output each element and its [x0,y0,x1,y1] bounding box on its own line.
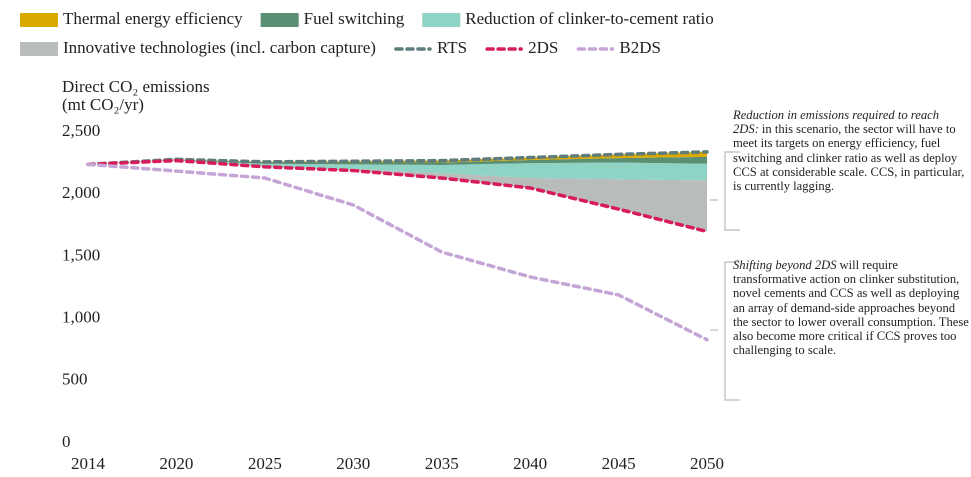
legend-label: Fuel switching [304,9,405,28]
bracket [724,151,740,231]
legend-label: 2DS [528,38,558,57]
annotation: Reduction in emissions required to reach… [733,108,969,193]
line [86,162,709,342]
bracket [724,261,740,401]
legend-label: Reduction of clinker-to-cement ratio [465,9,713,28]
x-tick-label: 2040 [513,454,547,473]
y-tick-label: 0 [62,432,71,451]
legend-label: B2DS [619,38,661,57]
y-tick-label: 1,000 [62,308,100,327]
annotation-lead: Shifting beyond 2DS [733,258,837,272]
area [88,160,707,232]
brackets [710,151,740,401]
line [86,150,709,167]
x-tick-label: 2035 [425,454,459,473]
legend-swatch [260,13,299,27]
x-tick-label: 2030 [336,454,370,473]
legend-label: RTS [437,38,467,57]
annotation-text: will require transformative action on cl… [733,258,969,358]
legend-swatch [20,42,58,56]
legend-swatch [20,13,58,27]
legend-label: Thermal energy efficiency [63,9,243,28]
annotation: Shifting beyond 2DS will require transfor… [733,258,969,357]
x-tick-label: 2050 [690,454,724,473]
line [86,158,709,234]
area [88,159,707,181]
x-tick-label: 2020 [159,454,193,473]
x-tick-label: 2045 [602,454,636,473]
y-tick-label: 500 [62,370,88,389]
y-tick-label: 2,000 [62,183,100,202]
x-tick-label: 2025 [248,454,282,473]
x-tick-label: 2014 [71,454,106,473]
legend-swatch [422,13,461,27]
annotation-text: in this scenario, the sector will have t… [733,122,965,194]
annotation-lead: Reduction in emissions required to reach… [733,108,940,137]
y-tick-label: 2,500 [62,121,100,140]
legend-label: Innovative technologies (incl. carbon ca… [63,38,376,57]
area [88,156,707,165]
y-axis-label: Direct CO₂ emissions [62,77,210,96]
y-tick-label: 1,500 [62,245,100,264]
y-axis-label: (mt CO₂/yr) [62,95,144,114]
